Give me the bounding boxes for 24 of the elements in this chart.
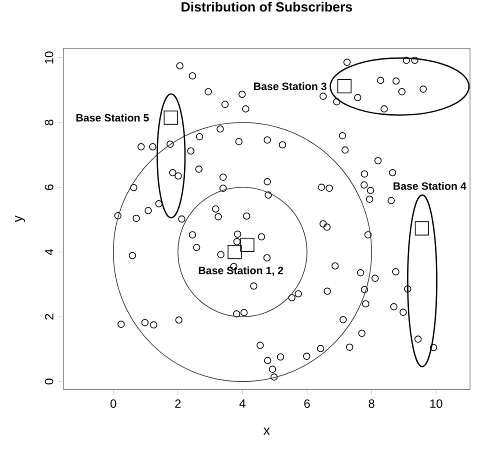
annotation: Base Station 5 <box>76 114 149 122</box>
point <box>164 110 178 125</box>
x-tick-label: 8 <box>368 399 374 408</box>
point <box>228 244 242 260</box>
x-tick-label: 10 <box>430 399 442 408</box>
y-axis-title: y <box>15 216 25 222</box>
annotation: Base Station 1, 2 <box>198 266 284 276</box>
y-tick-label: 6 <box>44 184 54 190</box>
x-tick-label: 2 <box>175 399 181 408</box>
y-tick-label: 8 <box>44 120 54 126</box>
x-tick-label: 0 <box>110 399 116 408</box>
point <box>240 238 254 252</box>
y-tick-label: 4 <box>45 249 54 256</box>
y-tick-label: 2 <box>44 314 54 320</box>
annotation: Base Station 4 <box>394 182 466 190</box>
y-tick-label: 10 <box>44 52 54 64</box>
x-axis-title: x <box>263 428 270 435</box>
annotation: Base Station 3 <box>254 82 326 90</box>
x-tick-label: 6 <box>304 399 310 408</box>
point <box>414 221 429 236</box>
point <box>337 79 352 94</box>
chart-title: Distribution of Subscribers <box>182 2 352 12</box>
x-tick-label: 4 <box>239 399 246 408</box>
y-tick-label: 0 <box>44 378 54 384</box>
